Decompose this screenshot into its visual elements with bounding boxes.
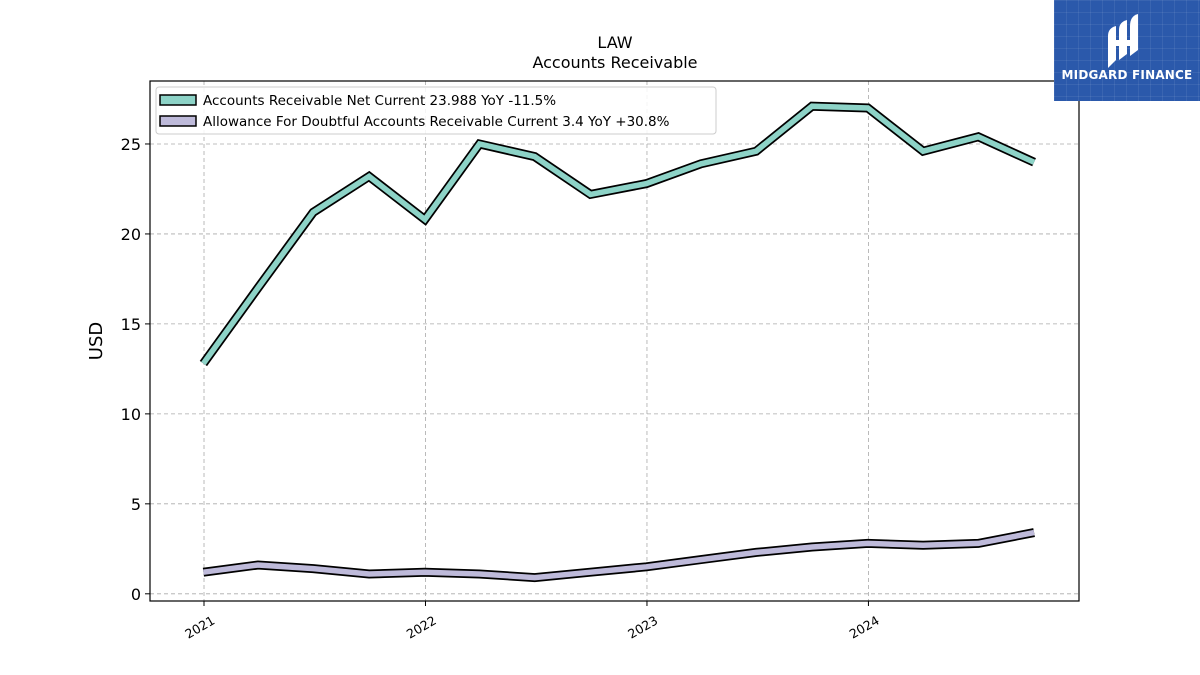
- chart-subtitle: Accounts Receivable: [532, 53, 697, 72]
- legend-swatch-1: [159, 94, 197, 106]
- x-tick-label: 2023: [625, 613, 660, 642]
- y-axis: 0 5 10 15 20 25: [121, 135, 150, 604]
- x-tick-label: 2021: [182, 613, 217, 642]
- logo-mark-icon: [1108, 14, 1138, 68]
- legend: Accounts Receivable Net Current 23.988 Y…: [155, 86, 717, 135]
- series-line-2: [203, 529, 1035, 581]
- legend-label-2: Allowance For Doubtful Accounts Receivab…: [203, 114, 670, 130]
- y-tick-label: 20: [121, 225, 141, 244]
- x-tick-label: 2022: [404, 613, 439, 642]
- midgard-finance-logo: MIDGARD FINANCE: [1054, 0, 1200, 101]
- y-tick-label: 0: [131, 585, 141, 604]
- x-tick-label: 2024: [847, 613, 882, 642]
- x-axis: 2021 2022 2023 2024: [182, 601, 882, 642]
- series-line-1: [201, 103, 1036, 366]
- series-outline-1: [199, 101, 1036, 367]
- series-lines: [199, 101, 1036, 583]
- y-tick-label: 15: [121, 315, 141, 334]
- y-axis-label: USD: [86, 322, 107, 360]
- chart-title: LAW: [597, 33, 632, 52]
- legend-box: [155, 86, 717, 135]
- legend-swatch-2: [159, 115, 197, 127]
- y-tick-label: 10: [121, 405, 141, 424]
- logo-text: MIDGARD FINANCE: [1061, 68, 1193, 82]
- y-tick-label: 25: [121, 135, 141, 154]
- plot-frame: [149, 80, 1080, 602]
- grid: [150, 81, 1079, 601]
- legend-label-1: Accounts Receivable Net Current 23.988 Y…: [203, 93, 556, 109]
- y-tick-label: 5: [131, 495, 141, 514]
